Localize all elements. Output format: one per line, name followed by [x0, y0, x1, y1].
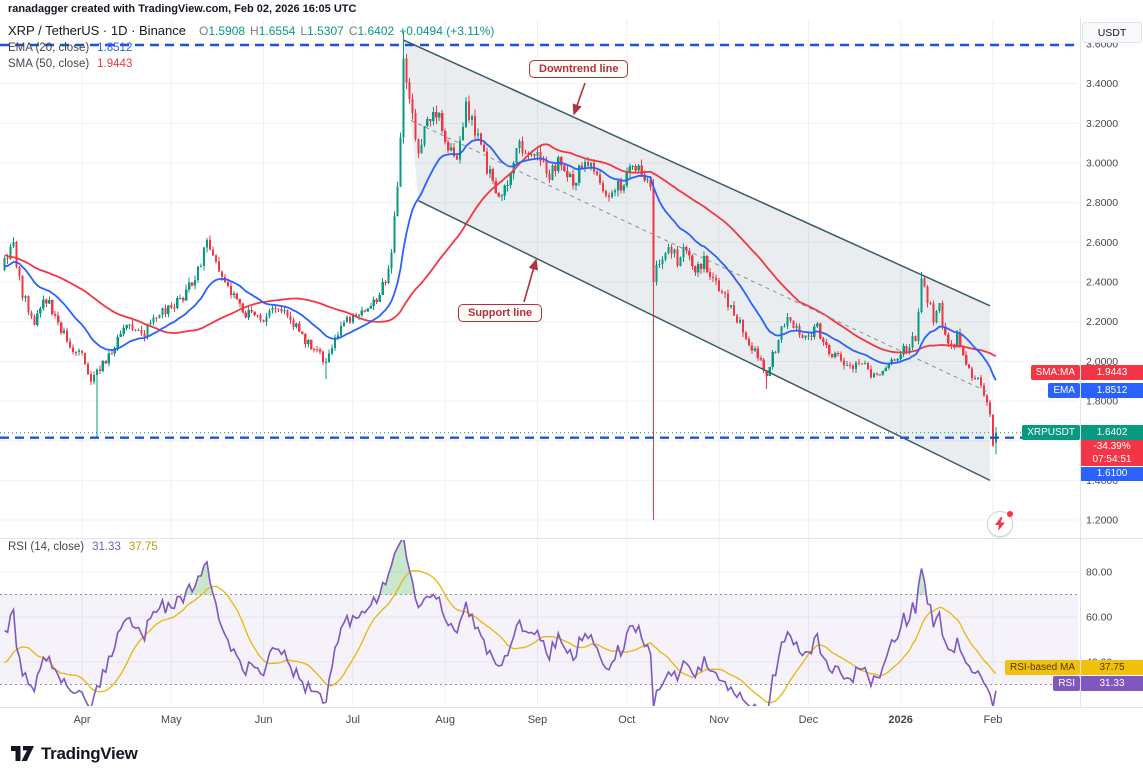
ohlc-close-label: C — [348, 24, 358, 38]
ohlc-low-label: L — [300, 24, 308, 38]
rsi-ma-tag-name: RSI-based MA — [1004, 659, 1080, 675]
attribution-bar: ranadagger created with TradingView.com,… — [8, 3, 357, 15]
sma-legend-row[interactable]: SMA (50, close) 1.9443 — [8, 58, 494, 74]
notification-dot-icon — [1007, 511, 1013, 517]
svg-text:Jun: Jun — [255, 714, 273, 726]
sma-price-tag: SMA:MA 1.9443 — [1030, 364, 1143, 380]
ema-legend-row[interactable]: EMA (20, close) 1.8512 — [8, 42, 494, 58]
rsi-tag-value: 31.33 — [1081, 675, 1143, 691]
svg-text:1.2000: 1.2000 — [1086, 515, 1118, 527]
tradingview-mark-icon — [11, 746, 34, 761]
chart-legend: XRP / TetherUS · 1D · Binance O1.5908 H1.… — [8, 23, 494, 74]
rsi-indicator-label: RSI (14, close) — [8, 541, 85, 553]
svg-text:Oct: Oct — [618, 714, 635, 726]
ema-indicator-label: EMA (20, close) — [8, 42, 90, 54]
rsi-ma-line — [4, 570, 997, 704]
symbol-legend-row[interactable]: XRP / TetherUS · 1D · Binance O1.5908 H1.… — [8, 23, 494, 42]
change-percent-tag: -34.39% — [1081, 440, 1143, 454]
callout-arrow — [523, 258, 538, 303]
svg-text:Apr: Apr — [73, 714, 90, 726]
ohlc-close-value: 1.6402 — [357, 24, 395, 38]
svg-text:May: May — [161, 714, 182, 726]
svg-text:2.6000: 2.6000 — [1086, 237, 1118, 249]
ohlc-low-value: 1.5307 — [307, 24, 344, 38]
svg-text:80.00: 80.00 — [1086, 567, 1112, 579]
symbol-title: XRP / TetherUS · 1D · Binance — [8, 23, 186, 38]
svg-text:2.0000: 2.0000 — [1086, 356, 1118, 368]
quick-trade-button[interactable] — [987, 511, 1013, 537]
svg-text:Feb: Feb — [983, 714, 1002, 726]
svg-text:Dec: Dec — [799, 714, 819, 726]
support-line-callout[interactable]: Support line — [458, 304, 543, 322]
tradingview-logo[interactable]: TradingView — [10, 743, 138, 764]
svg-text:2.8000: 2.8000 — [1086, 197, 1118, 209]
rsi-value-tag: RSI 31.33 — [1053, 675, 1143, 691]
sma-tag-value: 1.9443 — [1081, 364, 1143, 380]
sma-indicator-label: SMA (50, close) — [8, 58, 90, 70]
rsi-line — [4, 540, 997, 706]
ema-tag-name: EMA — [1048, 383, 1080, 399]
svg-text:Nov: Nov — [709, 714, 729, 726]
callout-arrow — [572, 82, 586, 116]
symbol-tag-name: XRPUSDT — [1022, 425, 1080, 441]
rsi-legend-row[interactable]: RSI (14, close) 31.33 37.75 — [8, 541, 158, 553]
svg-text:60.00: 60.00 — [1086, 612, 1112, 624]
rsi-indicator-value: 31.33 — [92, 541, 121, 553]
sma-indicator-value: 1.9443 — [97, 58, 133, 70]
ohlc-open-value: 1.5908 — [208, 24, 246, 38]
symbol-tag-value: 1.6402 — [1081, 425, 1143, 441]
rsi-tag-name: RSI — [1053, 675, 1080, 691]
svg-text:3.2000: 3.2000 — [1086, 118, 1118, 130]
sma-tag-name: SMA:MA — [1030, 364, 1080, 380]
sma-line — [4, 143, 997, 358]
svg-text:3.0000: 3.0000 — [1086, 158, 1118, 170]
ema-price-tag: EMA 1.8512 — [1048, 383, 1143, 399]
ema-tag-value: 1.8512 — [1081, 383, 1143, 399]
ema-line — [4, 138, 997, 381]
svg-text:Aug: Aug — [435, 714, 455, 726]
svg-text:Jul: Jul — [346, 714, 360, 726]
svg-text:2.4000: 2.4000 — [1086, 277, 1118, 289]
alert-price-tag[interactable]: 1.6100 — [1081, 467, 1143, 482]
rsi-ma-tag: RSI-based MA 37.75 — [1004, 659, 1143, 675]
bar-countdown-tag: 07:54:51 — [1081, 453, 1143, 467]
chart-canvas[interactable]: 3.60003.40003.20003.00002.80002.60002.40… — [0, 0, 1143, 736]
price-axis-currency-badge: USDT — [1082, 22, 1142, 43]
rsi-ma-indicator-value: 37.75 — [128, 541, 158, 553]
svg-text:2026: 2026 — [888, 714, 912, 726]
grid-layer — [81, 20, 994, 706]
ohlc-change: +0.0494 (+3.11%) — [399, 24, 495, 38]
svg-text:2.2000: 2.2000 — [1086, 316, 1118, 328]
axes-layer: 3.60003.40003.20003.00002.80002.60002.40… — [0, 18, 1143, 726]
ohlc-high-label: H — [250, 24, 259, 38]
rsi-pane — [0, 540, 1078, 706]
price-pane — [0, 32, 1078, 521]
svg-text:3.4000: 3.4000 — [1086, 78, 1118, 90]
tradingview-brand-text: TradingView — [41, 743, 138, 763]
last-price-tag: XRPUSDT 1.6402 — [1022, 425, 1143, 441]
ema-indicator-value: 1.8512 — [97, 42, 133, 54]
ohlc-high-value: 1.6554 — [258, 24, 296, 38]
rsi-ma-tag-value: 37.75 — [1081, 659, 1143, 675]
ohlc-open-label: O — [199, 24, 209, 38]
svg-text:1.8000: 1.8000 — [1086, 396, 1118, 408]
lightning-icon — [995, 517, 1005, 531]
ohlc-readout: O1.5908 H1.6554 L1.5307 C1.6402 +0.0494 (+3.… — [194, 24, 494, 38]
svg-text:Sep: Sep — [528, 714, 548, 726]
downtrend-channel-fill — [403, 40, 990, 481]
downtrend-line-callout[interactable]: Downtrend line — [529, 60, 629, 78]
